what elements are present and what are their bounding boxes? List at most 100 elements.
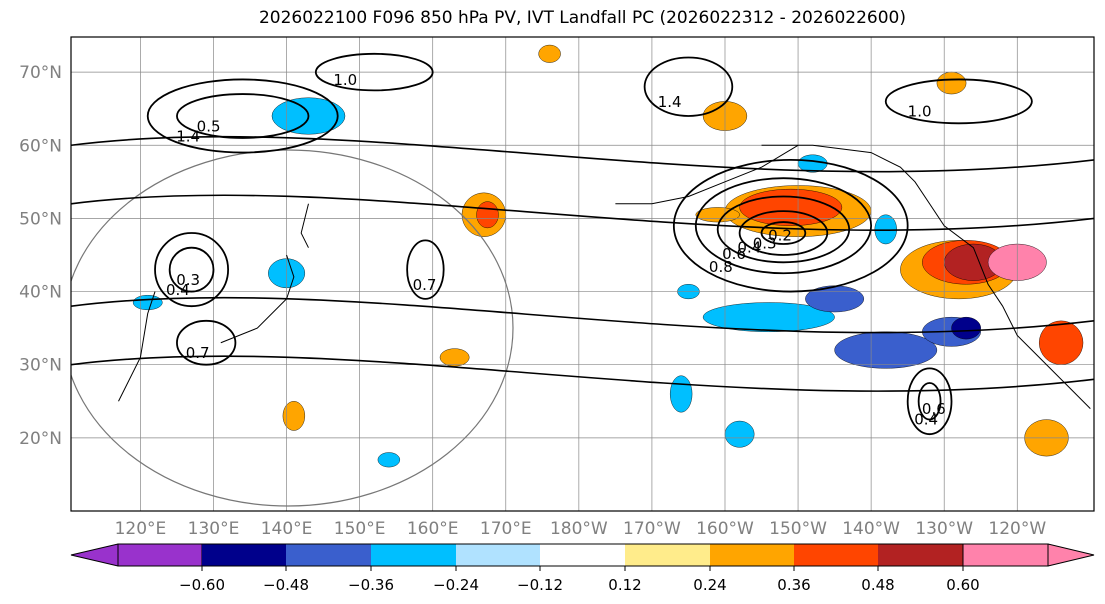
pv-contour <box>906 367 953 436</box>
colorbar-extend-max <box>962 543 1095 567</box>
contour-label: 1.0 <box>908 103 932 121</box>
coastline <box>118 291 156 402</box>
ivt-anomaly-region <box>132 295 163 311</box>
contour-label: 0.3 <box>753 234 777 252</box>
colorbar-segment <box>878 544 963 566</box>
pv-contour <box>168 246 215 293</box>
ivt-anomaly-region <box>1038 320 1084 365</box>
colorbar-tick-label: 0.36 <box>777 576 810 594</box>
y-tick-label: 40°N <box>19 283 62 303</box>
pv-contour <box>176 93 310 139</box>
contour-label: 0.8 <box>709 258 733 276</box>
x-tick-label: 180°W <box>550 519 608 539</box>
map-frame <box>70 36 1095 512</box>
ivt-anomaly-region <box>951 316 981 340</box>
colorbar-tick-label: 0.48 <box>861 576 894 594</box>
x-tick-label: 130°W <box>915 519 973 539</box>
colorbar-tick-label: −0.36 <box>348 576 394 594</box>
pv-contour <box>154 232 230 308</box>
ivt-anomaly-region <box>834 331 938 369</box>
pv-contour <box>672 158 909 293</box>
coastline <box>220 254 295 344</box>
x-tick-label: 170°W <box>623 519 681 539</box>
ivt-anomaly-region <box>538 44 561 63</box>
ivt-anomaly-region <box>805 285 865 313</box>
contour-label: 0.6 <box>922 400 946 418</box>
y-tick-label: 30°N <box>19 356 62 376</box>
coastline <box>761 144 1091 409</box>
pv-contour <box>146 78 339 154</box>
x-tick-label: 150°W <box>769 519 827 539</box>
pv-contour <box>694 177 873 275</box>
colorbar-segment <box>202 544 286 566</box>
contour-label: 0.4 <box>914 410 938 428</box>
pv-contour <box>884 78 1033 125</box>
colorbar-segment <box>456 544 540 566</box>
pv-contour <box>314 52 434 92</box>
colorbar-tick-label: 0.24 <box>693 576 726 594</box>
axis-labels: 120°E 130°E 140°E 150°E 160°E 170°E 180°W 170°W… <box>19 63 1046 539</box>
pv-contour <box>71 135 1094 173</box>
contour-label: 0.7 <box>186 344 210 362</box>
contour-label: 0.4 <box>166 281 190 299</box>
y-tick-label: 70°N <box>19 63 62 83</box>
colorbar-tick-label: 0.12 <box>608 576 641 594</box>
ivt-anomaly-region <box>439 348 470 367</box>
pv-contour <box>71 194 1094 231</box>
colorbar-tick-label: 0.60 <box>946 576 979 594</box>
x-tick-label: 150°E <box>334 519 386 539</box>
colorbar-tick-label: −0.12 <box>517 576 563 594</box>
pv-contour <box>406 239 445 300</box>
contour-label: 0.3 <box>176 271 200 289</box>
x-tick-label: 140°W <box>842 519 900 539</box>
contour-label: 0.2 <box>768 227 792 245</box>
coastline <box>300 203 309 248</box>
pv-contour <box>738 210 829 256</box>
colorbar-tick-label: −0.48 <box>263 576 309 594</box>
colorbar: −0.60 −0.48 −0.36 −0.24 −0.12 0.12 0.24 0.36 0.4… <box>70 543 1095 594</box>
x-tick-label: 160°E <box>407 519 459 539</box>
ivt-anomaly-region <box>724 420 755 448</box>
ivt-anomaly-region <box>476 201 499 229</box>
colorbar-segment <box>710 544 794 566</box>
ivt-anomaly-region <box>695 207 740 223</box>
colorbar-tick-label: −0.60 <box>179 576 225 594</box>
ivt-anomaly-region <box>669 375 693 413</box>
colorbar-tick-label: −0.24 <box>433 576 479 594</box>
x-tick-label: 170°E <box>480 519 532 539</box>
ivt-anomaly-region <box>282 401 306 431</box>
colorbar-segment <box>625 544 710 566</box>
pv-contour <box>176 319 237 366</box>
coastline <box>615 144 799 205</box>
x-tick-label: 140°E <box>261 519 313 539</box>
contour-label: 0.7 <box>413 276 437 294</box>
gridlines <box>71 37 1094 511</box>
pv-contour <box>917 382 942 421</box>
ivt-anomaly-region <box>739 188 843 226</box>
contour-layer: 0.20.30.40.60.80.60.40.70.30.40.70.51.41… <box>71 52 1094 436</box>
x-tick-label: 120°E <box>115 519 167 539</box>
contour-label: 0.5 <box>197 117 221 135</box>
colorbar-segment <box>371 544 456 566</box>
chart-title: 2026022100 F096 850 hPa PV, IVT Landfall… <box>258 8 906 28</box>
landfall-region-circle <box>71 149 514 507</box>
x-tick-label: 120°W <box>988 519 1046 539</box>
x-tick-label: 130°E <box>188 519 240 539</box>
colorbar-segment <box>286 544 371 566</box>
colorbar-segment <box>794 544 878 566</box>
ivt-anomaly-region <box>377 452 401 468</box>
colorbar-extend-min <box>70 543 203 567</box>
contour-label: 1.4 <box>658 93 682 111</box>
pv-contour <box>71 355 1094 392</box>
colorbar-frame <box>117 543 1049 567</box>
pv-contour <box>71 296 1094 334</box>
ivt-anomaly-region <box>936 71 967 95</box>
contour-label: 0.4 <box>737 238 761 256</box>
contour-label: 0.6 <box>722 245 746 263</box>
coastlines <box>118 144 1091 409</box>
y-tick-label: 60°N <box>19 136 62 156</box>
ivt-anomaly-region <box>797 154 828 173</box>
contour-label: 1.0 <box>333 71 357 89</box>
x-tick-label: 160°W <box>696 519 754 539</box>
